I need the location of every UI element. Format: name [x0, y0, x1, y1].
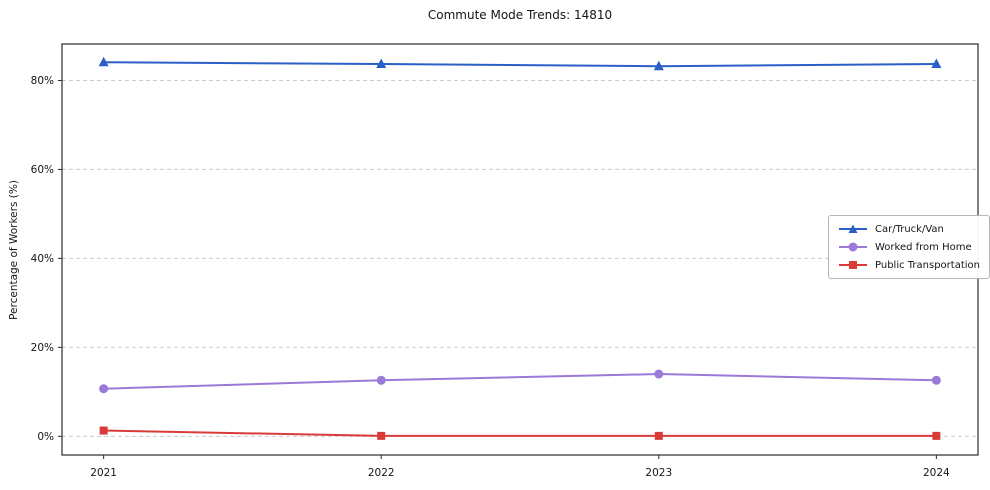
legend-label-car-truck-van: Car/Truck/Van	[875, 223, 944, 235]
line-circle-marker-icon	[839, 242, 867, 252]
svg-text:40%: 40%	[31, 253, 54, 265]
legend: Car/Truck/Van Worked from Home Public Tr…	[828, 215, 990, 279]
svg-text:20%: 20%	[31, 342, 54, 354]
svg-text:0%: 0%	[37, 431, 54, 443]
svg-text:2024: 2024	[923, 467, 950, 479]
line-triangle-marker-icon	[839, 224, 867, 233]
legend-label-public-transportation: Public Transportation	[875, 259, 980, 271]
svg-text:2021: 2021	[90, 467, 117, 479]
legend-item-car-truck-van: Car/Truck/Van	[838, 223, 980, 235]
svg-text:2023: 2023	[645, 467, 672, 479]
legend-item-worked-from-home: Worked from Home	[838, 241, 980, 253]
legend-item-public-transportation: Public Transportation	[838, 259, 980, 271]
legend-label-worked-from-home: Worked from Home	[875, 241, 972, 253]
chart-title: Commute Mode Trends: 14810	[427, 8, 613, 22]
svg-text:2022: 2022	[368, 467, 395, 479]
svg-text:80%: 80%	[31, 75, 54, 87]
svg-text:60%: 60%	[31, 164, 54, 176]
line-square-marker-icon	[839, 261, 867, 269]
